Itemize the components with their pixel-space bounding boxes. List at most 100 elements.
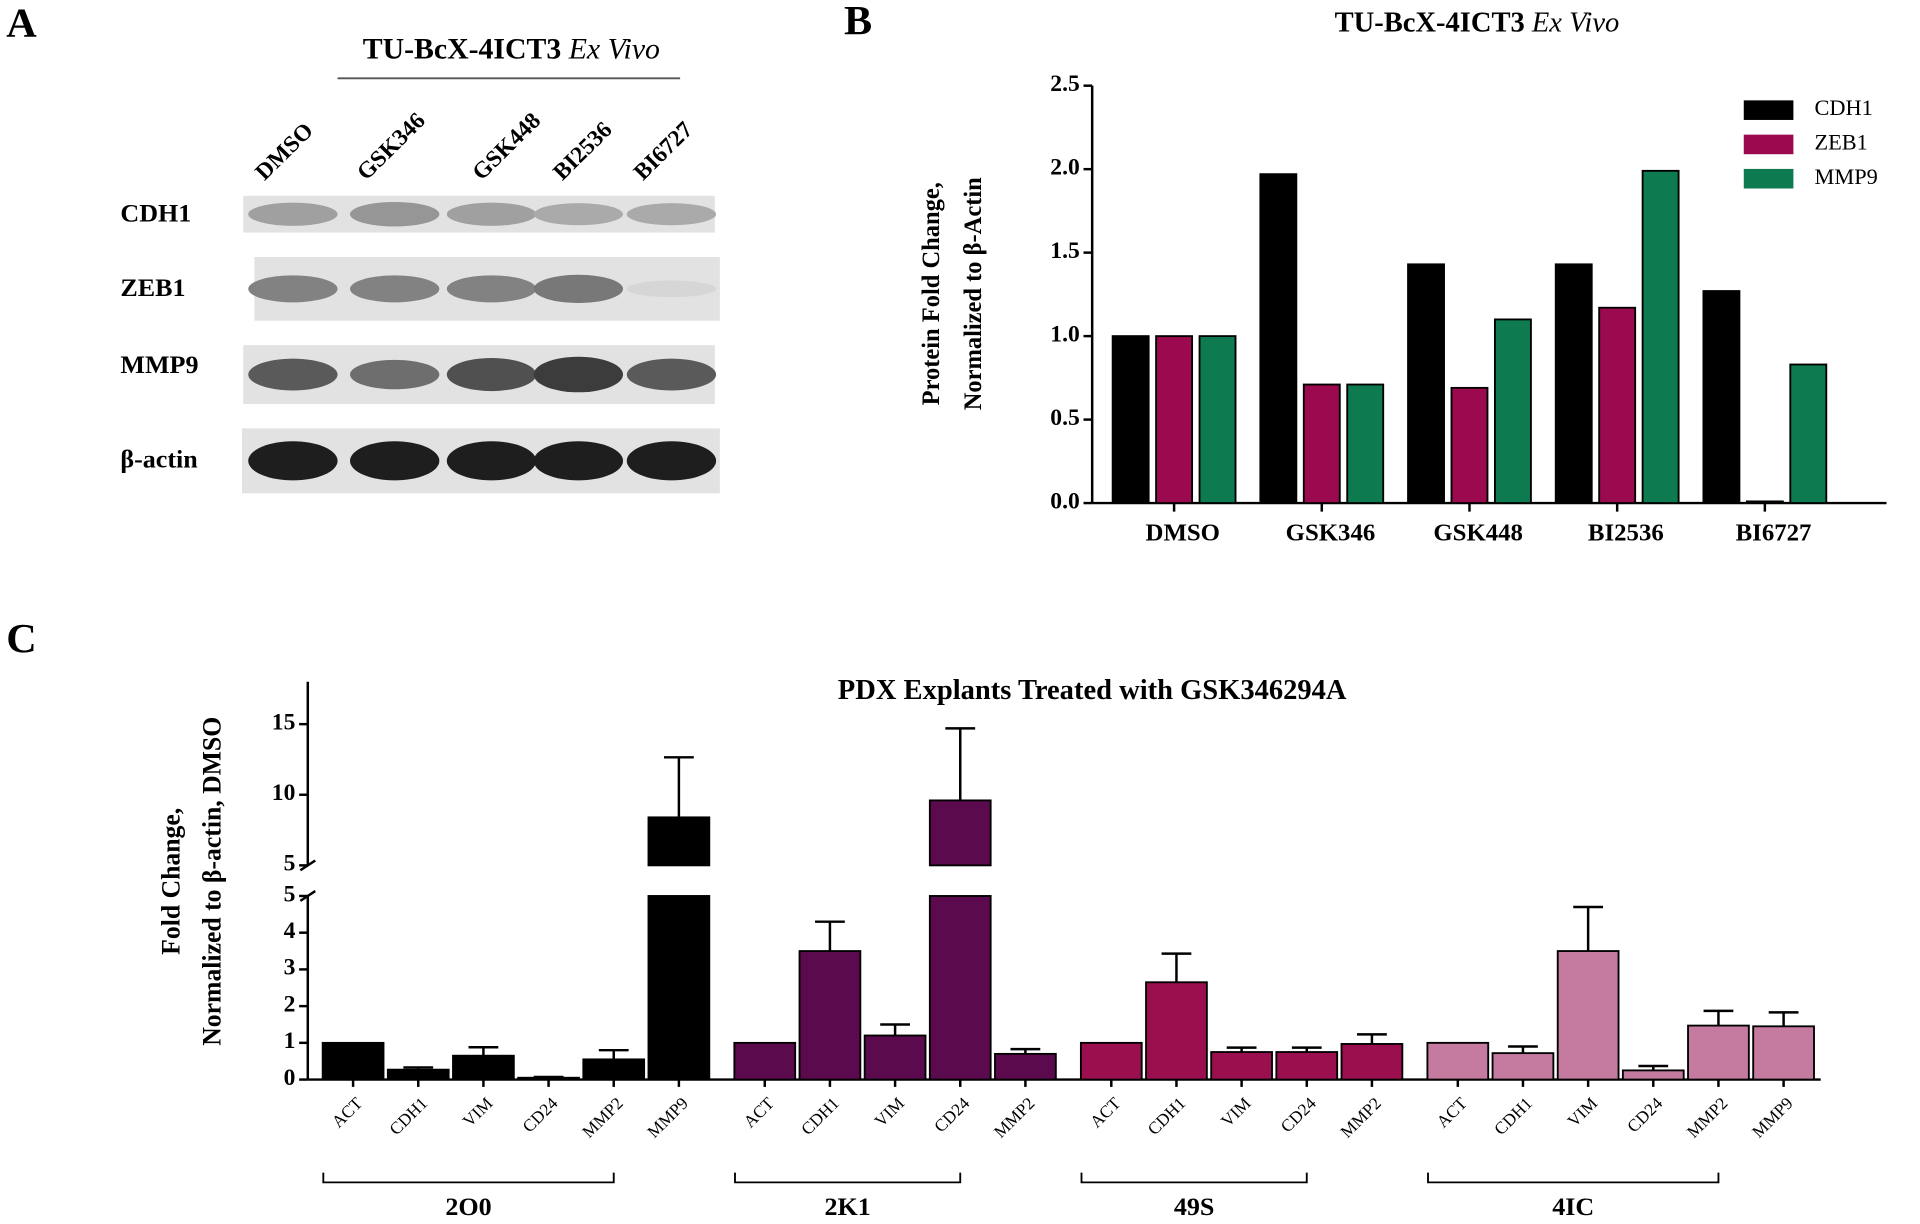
legend-label: CDH1 [1815,95,1873,120]
bar [321,1041,385,1081]
x-tick-label: MMP9 [644,1094,692,1142]
bar [798,950,862,1081]
y-tick-label: 5 [284,851,296,877]
lane-label: GSK346 [352,108,431,186]
legend-swatch [1743,168,1794,189]
bar [1702,290,1741,504]
blot-band [533,441,624,481]
chart-title-main: TU-BcX-4ICT3 [1335,7,1525,38]
x-tick-label: ACT [1433,1094,1471,1132]
bar-lower [647,895,711,1081]
x-tick-label: VIM [871,1094,908,1131]
blot-band [446,358,537,392]
group-label: 49S [1174,1192,1215,1221]
y-axis-label: Protein Fold Change, [918,182,945,405]
y-tick-label: 3 [284,955,296,981]
x-tick-label: MMP2 [1337,1094,1385,1142]
x-tick-label: MMP9 [1748,1094,1796,1142]
axis-break [299,890,316,902]
y-tick-label: 1 [284,1028,296,1054]
x-tick-label: CDH1 [386,1094,432,1139]
row-label: β-actin [120,445,197,474]
x-tick-label: VIM [1564,1094,1601,1131]
x-tick-label: GSK448 [1433,520,1523,547]
bar [1491,1052,1555,1081]
panel-label: B [844,0,872,44]
blot: DMSO GSK346 GSK448 BI2536 BI6727 CDH1 ZEB1 MMP9… [120,108,720,494]
blot-title-italic: Ex Vivo [568,33,660,65]
y-tick-label: 4 [284,918,296,944]
x-tick-label: BI2536 [1588,520,1664,547]
bar [1426,1041,1490,1081]
y-tick-label: 2.5 [1050,71,1079,97]
y-tick-label: 2.0 [1050,155,1079,181]
lane-label: BI2536 [548,117,618,186]
bar [1556,950,1620,1081]
blot-band [626,358,717,391]
x-tick-label: DMSO [1146,520,1220,547]
group-label: 4IC [1552,1192,1594,1221]
blot-band [626,280,717,298]
group-label: 2K1 [824,1192,870,1221]
bar [1450,386,1489,504]
x-tick-label: CD24 [519,1094,562,1137]
chart-title-italic: Ex Vivo [1531,7,1619,38]
bar [1641,169,1680,504]
blot-band [533,203,624,226]
row-label: ZEB1 [120,273,185,302]
axis-break [299,859,316,872]
x-tick-label: MMP2 [990,1094,1038,1142]
bar [1079,1041,1143,1081]
group-label: 2O0 [445,1192,491,1221]
y-axis-label: Normalized to β-actin, DMSO [198,717,227,1046]
blot-band [446,441,537,481]
bar-upper [928,799,992,867]
x-tick-label: MMP2 [1683,1094,1731,1142]
x-tick-label: VIM [459,1094,496,1131]
blot-band [349,201,440,227]
bar [733,1041,797,1081]
group-bracket [734,1172,962,1184]
bar [1493,318,1532,504]
x-tick-label: ACT [1086,1094,1124,1132]
bar [1111,335,1150,504]
x-tick-label: ACT [740,1094,778,1132]
blot-title: TU-BcX-4ICT3 Ex Vivo [363,33,660,65]
blot-band [349,441,440,481]
blot-band [446,275,537,303]
blot-band [626,441,717,481]
x-tick-label: CD24 [1277,1094,1320,1137]
blot-band [349,359,440,390]
y-tick-label: 1.5 [1050,238,1079,264]
bar [1340,1043,1404,1081]
y-tick-label: 2 [284,992,296,1018]
bar [1259,173,1298,504]
bar-lower [928,895,992,1081]
x-tick-label: MMP2 [578,1094,626,1142]
group-bracket [1080,1172,1308,1184]
x-tick-label: BI6727 [1736,520,1812,547]
lane-label: BI6727 [629,117,699,186]
bar [1302,383,1341,504]
legend-swatch [1743,100,1794,120]
group-bracket [1427,1172,1720,1184]
panel-label: A [6,1,36,47]
blot-band [626,203,717,226]
bar [582,1058,646,1081]
blot-band [248,275,338,303]
lane-label: GSK448 [467,108,546,186]
lane-label: DMSO [250,118,319,186]
y-axis-label: Normalized to β-Actin [960,177,987,410]
x-tick-label: CDH1 [797,1094,843,1139]
blot-band [533,274,624,303]
bar [863,1034,927,1081]
bar [452,1054,515,1081]
legend-label: MMP9 [1815,164,1878,189]
bar [1155,335,1194,504]
bar-upper [647,816,711,867]
panel-label: C [6,616,36,662]
y-tick-label: 15 [272,710,296,736]
bar [1621,1069,1685,1081]
chart-title: TU-BcX-4ICT3 Ex Vivo [1335,7,1620,38]
y-tick-label: 0.5 [1050,405,1079,431]
